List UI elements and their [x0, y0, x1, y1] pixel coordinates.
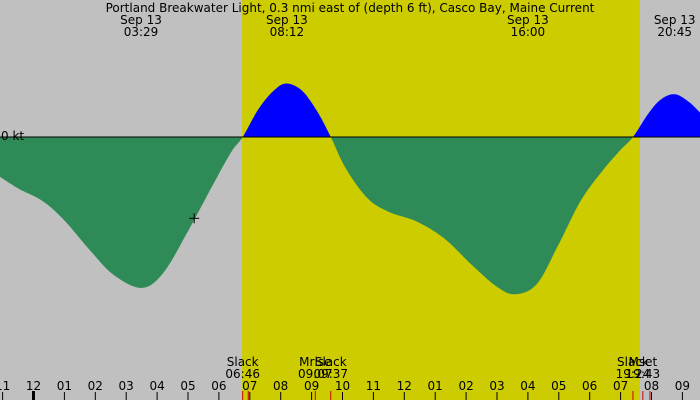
event-time: 06:46 — [225, 367, 260, 381]
event-name: Slack — [227, 355, 259, 369]
hour-tick-label: 01 — [428, 379, 443, 393]
hour-tick-label: 12 — [26, 379, 41, 393]
flood-area — [633, 94, 700, 137]
hour-tick-label: 10 — [335, 379, 350, 393]
chart-title: Portland Breakwater Light, 0.3 nmi east … — [106, 1, 595, 15]
hour-tick-label: 09 — [304, 379, 319, 393]
event-name: Slack — [315, 355, 347, 369]
hour-tick-label: 04 — [149, 379, 164, 393]
hour-tick-label: 08 — [644, 379, 659, 393]
event-time: 19:24 — [616, 367, 651, 381]
ebb-area — [0, 137, 243, 288]
hour-tick-label: 03 — [489, 379, 504, 393]
event-name: Mrise — [299, 355, 331, 369]
header-clock: 03:29 — [124, 25, 159, 39]
header-clock: 20:45 — [657, 25, 692, 39]
event-time: 09:07 — [298, 367, 333, 381]
hour-tick-label: 09 — [675, 379, 690, 393]
header-date: Sep 13 — [266, 13, 308, 27]
event-name: Slack — [617, 355, 649, 369]
midnight-tick — [32, 391, 35, 400]
hour-tick-label: 03 — [119, 379, 134, 393]
header-clock: 08:12 — [270, 25, 305, 39]
hour-tick-label: 07 — [613, 379, 628, 393]
current-time-marker — [189, 213, 200, 224]
hour-tick-label: 02 — [458, 379, 473, 393]
header-date: Sep 13 — [120, 13, 162, 27]
hour-tick-label: 11 — [366, 379, 381, 393]
hour-tick-label: 12 — [397, 379, 412, 393]
x-axis: 11 12 01 02 03 04 05 06 07 08 09 10 11 12 01 02 03 04 05 06… — [0, 379, 690, 400]
hour-tick-label: 07 — [242, 379, 257, 393]
header-date: Sep 13 — [507, 13, 549, 27]
hour-tick-label: 06 — [211, 379, 226, 393]
event-name: Mset — [628, 355, 657, 369]
event-time: 09:37 — [313, 367, 348, 381]
flood-area — [242, 83, 331, 137]
hour-tick-label: 05 — [180, 379, 195, 393]
hour-tick-label: 04 — [520, 379, 535, 393]
hour-tick-label: 02 — [88, 379, 103, 393]
zero-axis-label: 0 kt — [1, 129, 24, 143]
event-time: 19:43 — [626, 367, 661, 381]
hour-tick-label: 05 — [551, 379, 566, 393]
current-areas — [0, 83, 700, 295]
hour-tick-label: 08 — [273, 379, 288, 393]
event-labels: Slack06:46Mrise09:07Slack09:37Slack19:24… — [225, 355, 660, 381]
hour-tick-label: 06 — [582, 379, 597, 393]
header-clock: 16:00 — [511, 25, 546, 39]
hour-tick-label: 01 — [57, 379, 72, 393]
ebb-area — [330, 137, 633, 295]
hour-tick-label: 11 — [0, 379, 10, 393]
header-date: Sep 13 — [654, 13, 696, 27]
